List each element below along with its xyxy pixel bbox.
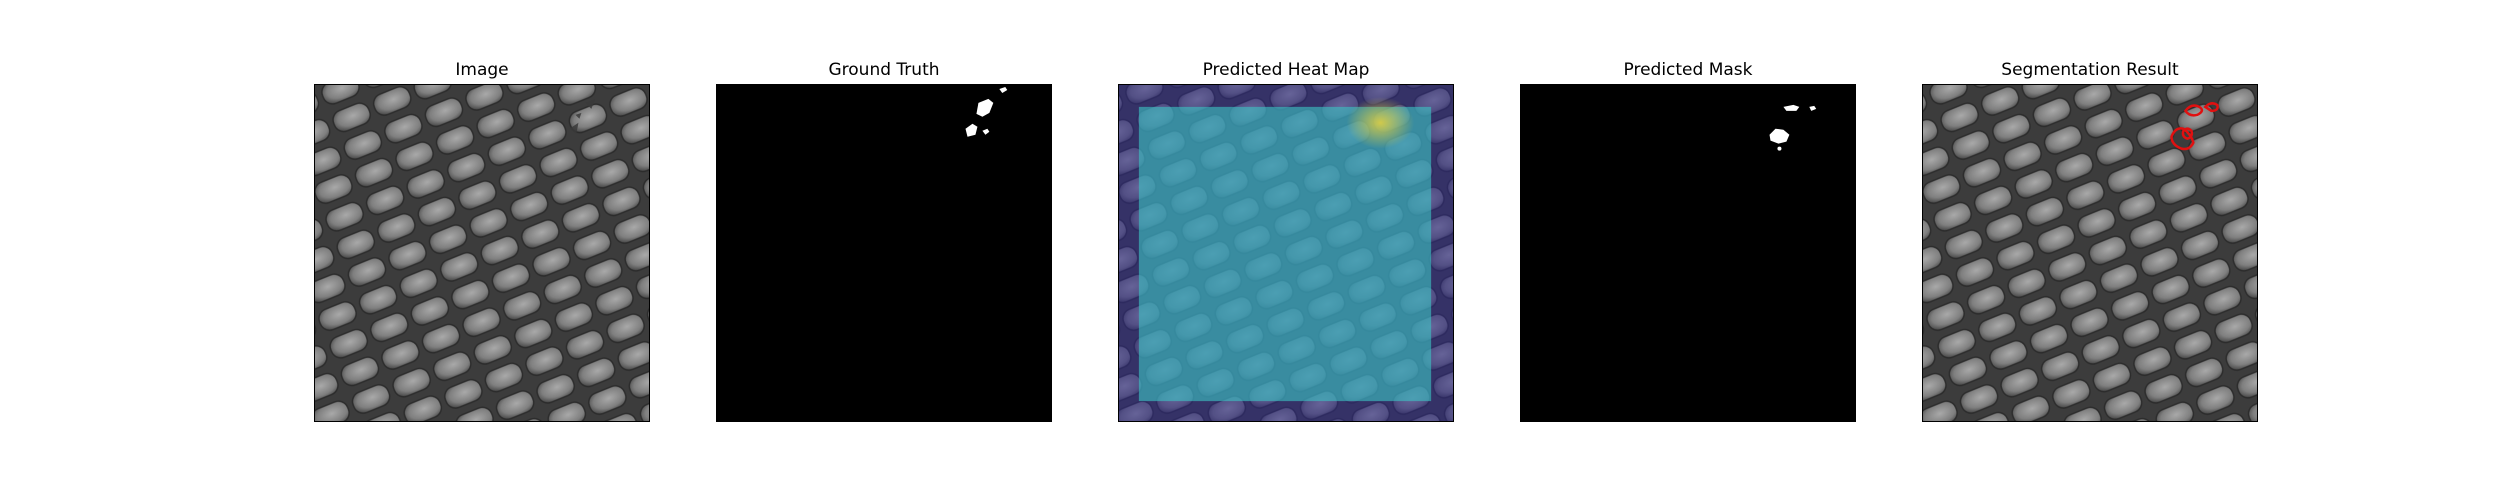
contour-1 (2183, 104, 2204, 117)
heat-map-overlay (1118, 84, 1454, 422)
segmentation-overlay (1922, 84, 2258, 422)
ground-truth-mask (716, 84, 1052, 422)
defect-marks (569, 98, 596, 134)
panel-title-predicted-mask: Predicted Mask (1623, 60, 1753, 80)
panel-title-image: Image (455, 60, 509, 80)
texture-image (314, 84, 650, 422)
contour-4 (2181, 127, 2194, 140)
panel-segmentation: Segmentation Result (1922, 60, 2258, 422)
predicted-mask (1520, 84, 1856, 422)
panel-title-ground-truth: Ground Truth (828, 60, 940, 80)
panel-heat-map: Predicted Heat Map (1118, 60, 1454, 422)
panel-ground-truth: Ground Truth (716, 60, 1052, 422)
panel-title-heat-map: Predicted Heat Map (1202, 60, 1370, 80)
contour-2 (2203, 102, 2219, 113)
panel-predicted-mask: Predicted Mask (1520, 60, 1856, 422)
panel-title-segmentation: Segmentation Result (2001, 60, 2179, 80)
contour-3 (2170, 127, 2195, 151)
panel-image: Image (314, 60, 650, 422)
